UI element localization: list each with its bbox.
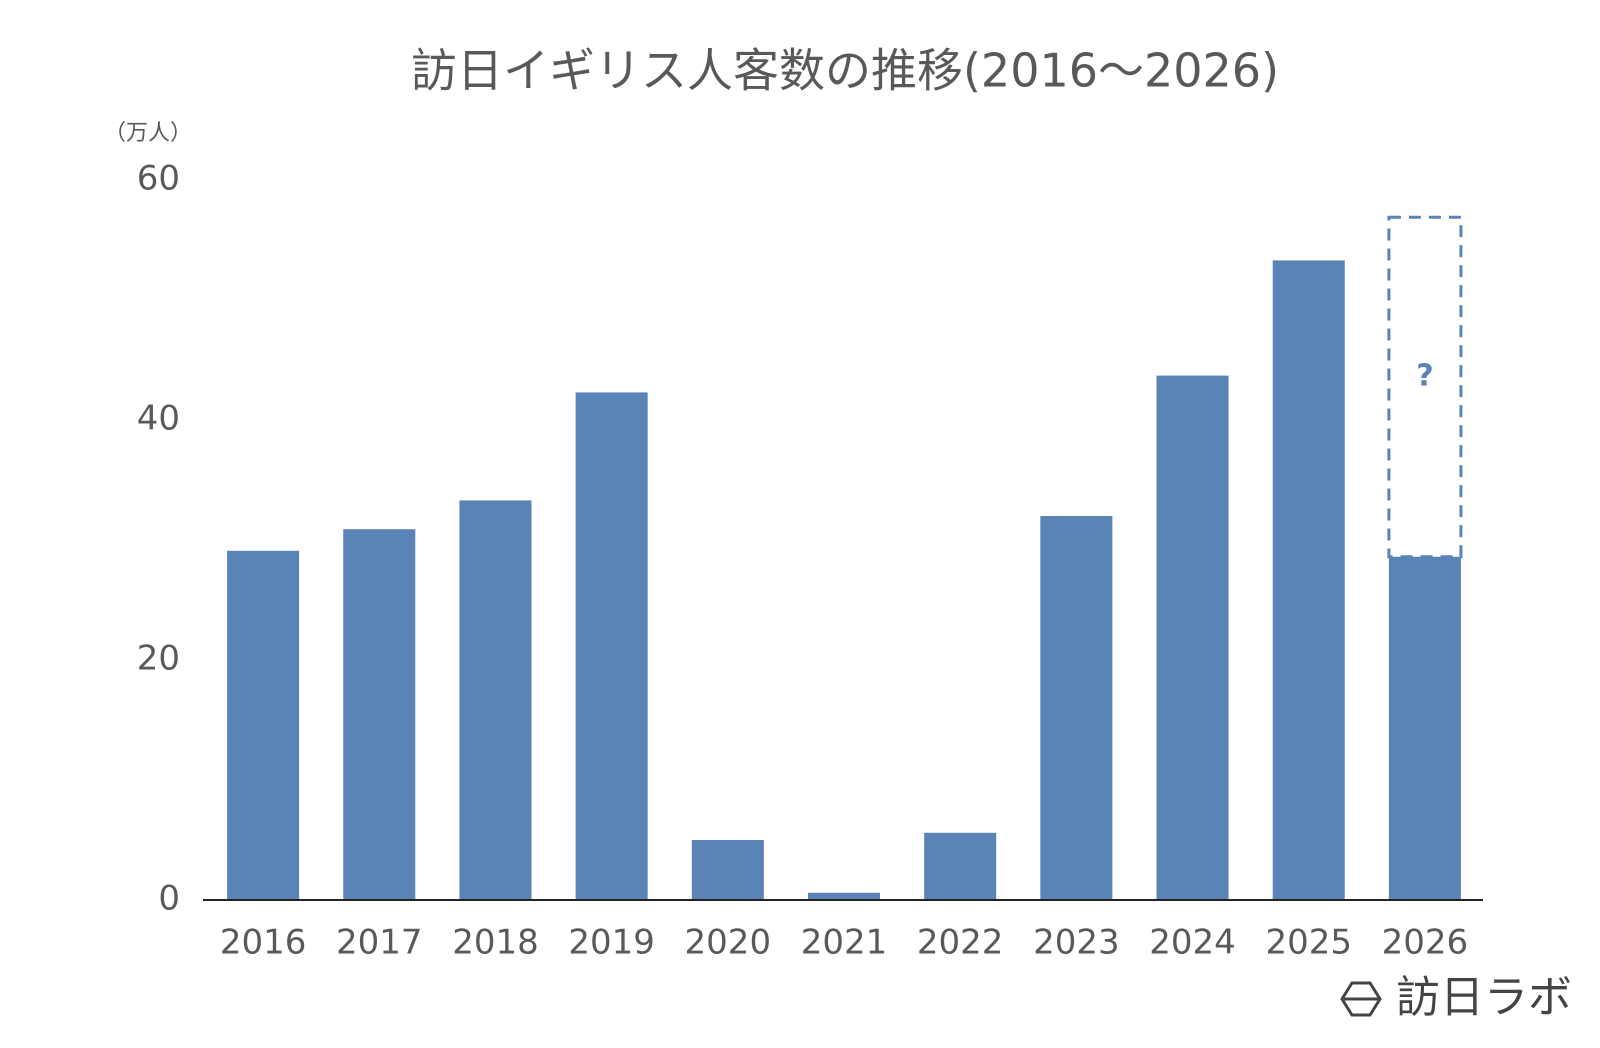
logo-text: 訪日ラボ (1396, 972, 1572, 1023)
x-tick-label: 2023 (1033, 923, 1120, 963)
y-tick-label: 40 (137, 399, 180, 439)
x-tick-label: 2018 (452, 923, 539, 963)
bar (343, 529, 416, 900)
x-tick-label: 2016 (220, 923, 307, 963)
y-tick-label: 60 (137, 159, 180, 199)
x-tick-label: 2022 (917, 923, 1004, 963)
y-unit: （万人） (104, 121, 192, 146)
chart-title: 訪日イギリス人客数の推移(2016～2026) (411, 44, 1279, 98)
x-tick-label: 2025 (1265, 923, 1352, 963)
bar (459, 500, 532, 900)
x-tick-label: 2024 (1149, 923, 1236, 963)
bar-projection (1387, 215, 1463, 559)
y-tick-label: 20 (137, 639, 180, 679)
bar (1156, 375, 1229, 901)
bar-label: ? (1416, 358, 1433, 393)
x-tick-label: 2026 (1382, 923, 1469, 963)
x-tick-label: 2020 (685, 923, 772, 963)
bar (691, 840, 764, 900)
bar (575, 392, 648, 900)
x-tick-label: 2017 (336, 923, 423, 963)
bar (807, 892, 881, 900)
bar (227, 550, 300, 900)
bar (1272, 260, 1345, 900)
bar (924, 832, 997, 900)
y-tick-label: 0 (158, 879, 180, 919)
logo: 訪日ラボ (1340, 972, 1572, 1023)
bar (1040, 516, 1113, 900)
bar (1388, 556, 1461, 900)
x-tick-label: 2019 (568, 923, 655, 963)
logo-icon (1340, 981, 1382, 1017)
x-tick-label: 2021 (801, 923, 888, 963)
